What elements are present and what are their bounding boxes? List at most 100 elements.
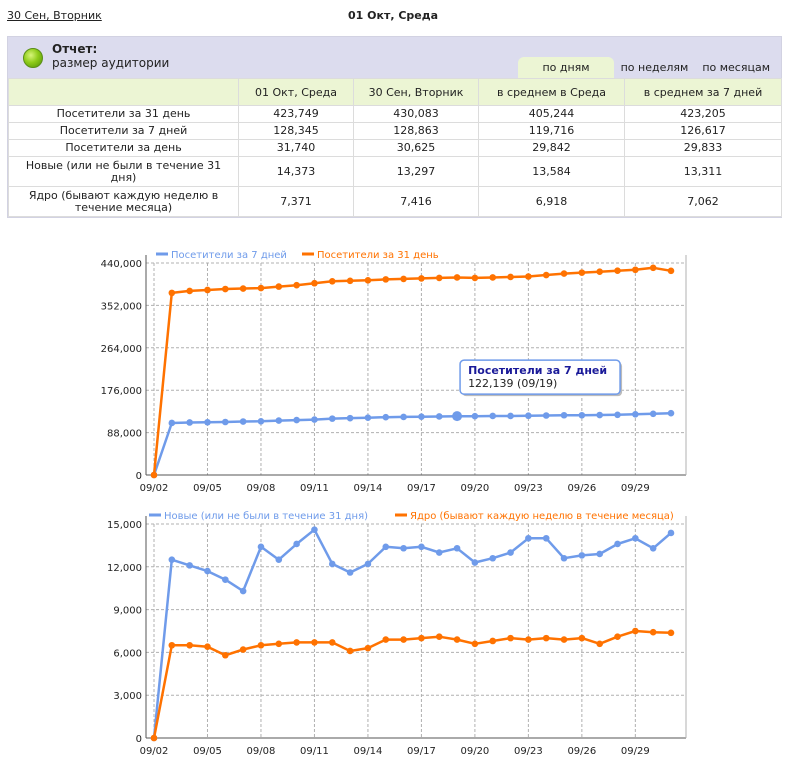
data-point (311, 639, 318, 646)
data-point (525, 636, 532, 643)
table-cell: 13,311 (624, 156, 782, 187)
data-point (649, 264, 657, 272)
x-tick-label: 09/08 (247, 746, 276, 757)
table-cell: 128,345 (238, 122, 354, 140)
visitors-chart: 0 88,000 176,000 264,000 352,000 440,000 09/02… (0, 240, 786, 498)
data-point (311, 526, 318, 534)
table-cell: 13,297 (353, 156, 479, 187)
report-title: Отчет: (52, 42, 98, 56)
column-header (8, 78, 239, 106)
data-point (418, 543, 425, 551)
new-core-chart-svg: 0 3,000 6,000 9,000 12,000 15,000 09/02 09/05 09… (107, 511, 687, 757)
data-point (293, 540, 300, 548)
data-point (382, 413, 390, 421)
data-point (239, 646, 247, 653)
data-point (418, 275, 425, 282)
data-point (168, 289, 176, 297)
legend-label: Посетители за 7 дней (171, 250, 287, 261)
tab-by-weeks[interactable]: по неделям (620, 61, 689, 74)
data-point (542, 534, 550, 542)
table-cell: 13,584 (478, 156, 625, 187)
data-point (507, 549, 514, 556)
data-point (364, 277, 372, 284)
tab-by-days[interactable]: по дням (518, 57, 614, 78)
column-header: в среднем в Среда (478, 78, 625, 106)
column-header: 01 Окт, Среда (238, 78, 354, 106)
y-tick-label: 9,000 (113, 606, 142, 617)
data-point (222, 576, 229, 583)
y-tick-label: 176,000 (101, 386, 142, 397)
data-point (418, 634, 425, 642)
data-point (346, 277, 354, 285)
series-line-blue (152, 411, 672, 476)
data-point (507, 412, 514, 420)
table-cell: 423,205 (624, 105, 782, 123)
x-tick-label: 09/17 (407, 746, 436, 757)
data-point (382, 276, 390, 283)
period-tabs: по дням по неделям по месяцам (518, 57, 777, 78)
data-point (649, 410, 657, 418)
tooltip-box (459, 359, 621, 395)
series-line-blue (152, 528, 672, 739)
x-tick-label: 09/02 (140, 483, 169, 494)
data-point (614, 633, 621, 641)
data-point (489, 274, 497, 281)
x-tick-label: 09/14 (354, 483, 383, 494)
tab-by-months[interactable]: по месяцам (702, 61, 770, 74)
x-tick-label: 09/26 (567, 483, 596, 494)
data-point (328, 415, 336, 422)
data-point (632, 534, 639, 542)
audience-table: 01 Окт, Среда 30 Сен, Вторник в среднем … (8, 78, 782, 217)
data-point (293, 639, 300, 646)
data-point (471, 412, 479, 420)
data-point (275, 283, 283, 290)
data-point (257, 417, 265, 425)
x-tick-label: 09/05 (193, 483, 222, 494)
x-tick-label: 09/29 (621, 483, 650, 494)
data-point (400, 275, 407, 283)
y-tick-label: 3,000 (113, 691, 142, 702)
y-tick-label: 0 (136, 734, 142, 745)
x-tick-label: 09/08 (247, 483, 276, 494)
data-point (560, 270, 568, 277)
tooltip-title: Посетители за 7 дней (468, 364, 607, 377)
data-point (578, 552, 586, 559)
data-point (311, 416, 318, 423)
series-line-orange (152, 629, 672, 739)
new-core-chart: 0 3,000 6,000 9,000 12,000 15,000 09/02 09/05 09… (0, 505, 786, 761)
data-point (328, 639, 336, 646)
data-point (632, 410, 639, 418)
data-point (507, 273, 514, 281)
data-point (186, 287, 193, 295)
data-point (400, 413, 407, 421)
data-point (471, 274, 479, 282)
data-point (578, 269, 586, 276)
column-header: в среднем за 7 дней (624, 78, 782, 106)
y-tick-label: 264,000 (101, 344, 142, 355)
data-point (435, 413, 443, 420)
data-point (239, 418, 247, 425)
data-point (632, 627, 639, 635)
data-point (382, 636, 390, 643)
data-point (293, 281, 300, 289)
data-point (204, 286, 211, 294)
data-point (186, 562, 193, 569)
data-point (186, 419, 193, 426)
data-point (311, 279, 318, 287)
data-point (596, 640, 603, 648)
data-point (560, 411, 568, 419)
x-tick-label: 09/11 (300, 483, 329, 494)
data-point (204, 643, 211, 650)
data-point (150, 471, 158, 479)
table-row: Новые (или не были в течение 31 дня) 14,… (8, 156, 782, 187)
data-point (632, 266, 639, 274)
table-cell: 128,863 (353, 122, 479, 140)
data-point (542, 412, 550, 419)
data-point (257, 641, 265, 649)
data-point (525, 412, 532, 420)
data-point (435, 549, 443, 556)
data-point (204, 418, 211, 426)
data-point (596, 268, 603, 275)
data-point (400, 544, 407, 552)
previous-date-link[interactable]: 30 Сен, Вторник (7, 9, 102, 22)
